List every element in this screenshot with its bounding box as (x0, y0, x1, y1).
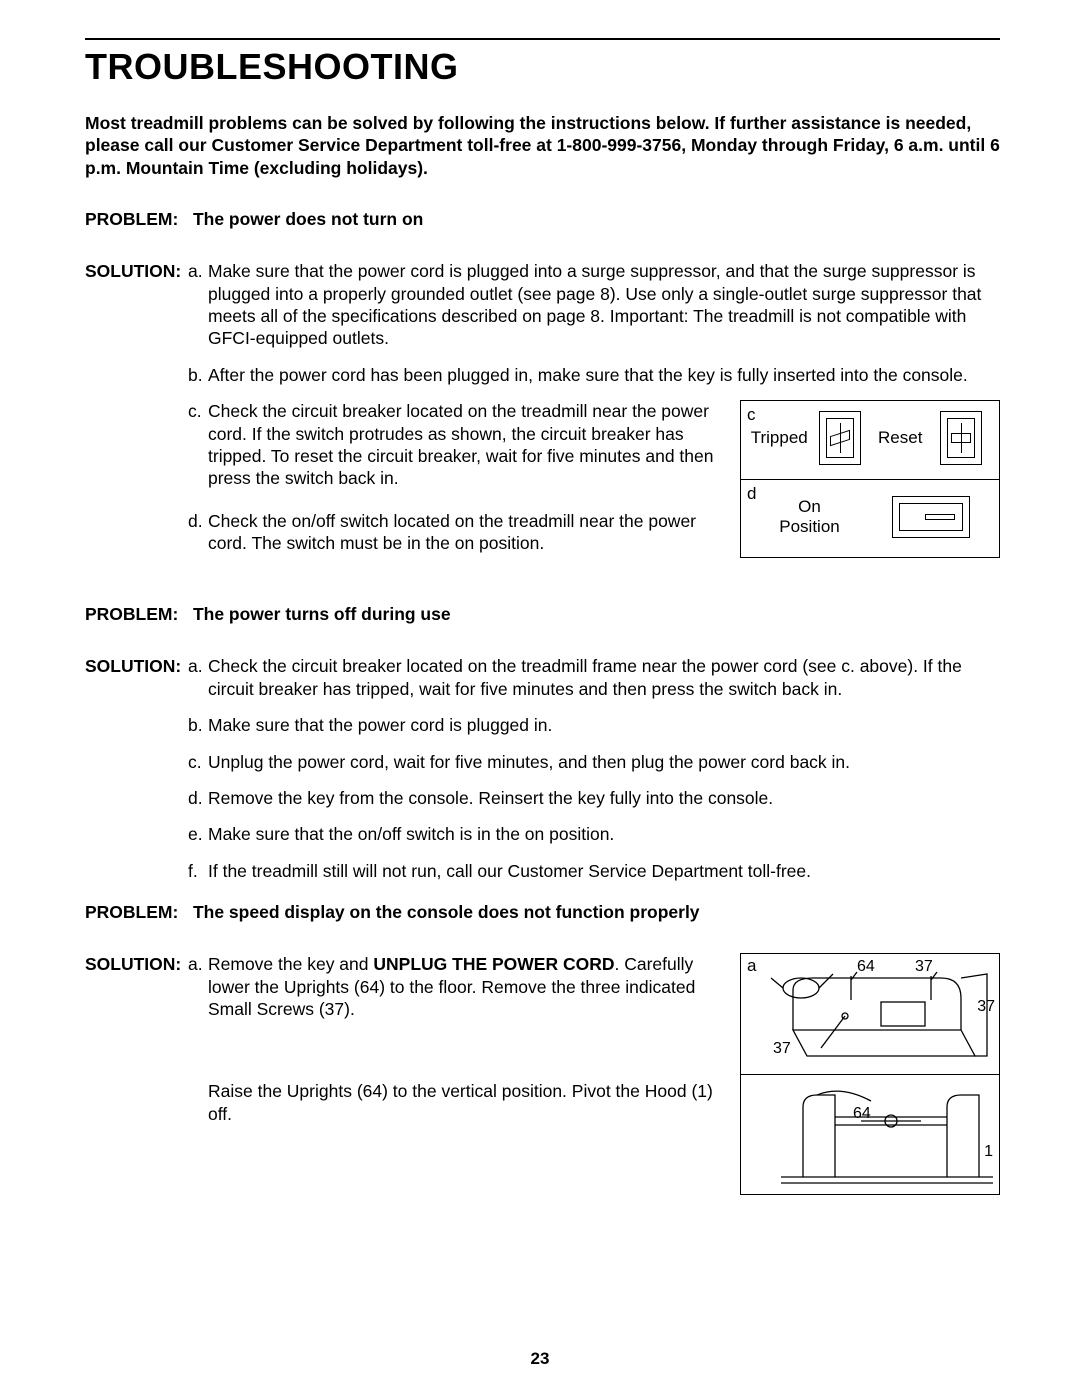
solution-1cd-with-diagram: c. Check the circuit breaker located on … (85, 400, 1000, 568)
item-letter: a. (188, 953, 208, 1020)
solution-label: SOLUTION: (85, 260, 188, 350)
solution-1a: SOLUTION: a. Make sure that the power co… (85, 260, 1000, 350)
tripped-label: Tripped (751, 428, 808, 448)
problem-label: PROBLEM: (85, 902, 178, 922)
solution-3a2-text: Raise the Uprights (64) to the vertical … (208, 1080, 720, 1125)
item-letter: a. (188, 260, 208, 350)
intro-paragraph: Most treadmill problems can be solved by… (85, 112, 1000, 179)
solution-2b: b. Make sure that the power cord is plug… (85, 714, 1000, 736)
top-rule (85, 38, 1000, 40)
solution-2c-text: Unplug the power cord, wait for five min… (208, 751, 1000, 773)
page-title: TROUBLESHOOTING (85, 46, 1000, 88)
problem-label: PROBLEM: (85, 604, 178, 624)
solution-3a-text: Remove the key and UNPLUG THE POWER CORD… (208, 953, 720, 1020)
treadmill-top-illustration (761, 960, 993, 1068)
on-position-label: On Position (779, 497, 839, 536)
problem-1-heading: PROBLEM: The power does not turn on (85, 209, 1000, 230)
solution-2a-text: Check the circuit breaker located on the… (208, 655, 1000, 700)
problem-2-heading: PROBLEM: The power turns off during use (85, 604, 1000, 625)
onoff-switch-icon (892, 496, 970, 538)
diagram-tag-c: c (747, 405, 756, 425)
s3a-bold: UNPLUG THE POWER CORD (373, 954, 614, 974)
reset-label: Reset (878, 428, 922, 448)
reset-switch-icon (940, 411, 982, 465)
label-64-bottom: 64 (853, 1105, 871, 1123)
solution-1c-text: Check the circuit breaker located on the… (208, 400, 720, 490)
label-1-bottom: 1 (984, 1143, 993, 1161)
item-letter: a. (188, 655, 208, 700)
solution-2e-text: Make sure that the on/off switch is in t… (208, 823, 1000, 845)
on-label-l2: Position (779, 517, 839, 536)
solution-2f-text: If the treadmill still will not run, cal… (208, 860, 1000, 882)
solution-3a: SOLUTION: a. Remove the key and UNPLUG T… (85, 953, 720, 1020)
solution-1c: c. Check the circuit breaker located on … (85, 400, 720, 490)
tripped-switch-icon (819, 411, 861, 465)
item-letter: c. (188, 751, 208, 773)
problem-2-title: The power turns off during use (193, 604, 451, 624)
problem-label: PROBLEM: (85, 209, 178, 229)
on-label-l1: On (798, 497, 821, 516)
page-number: 23 (0, 1349, 1080, 1369)
document-page: TROUBLESHOOTING Most treadmill problems … (0, 0, 1080, 1397)
s3a-prefix: Remove the key and (208, 954, 373, 974)
solution-2b-text: Make sure that the power cord is plugged… (208, 714, 1000, 736)
solution-label: SOLUTION: (85, 953, 188, 1020)
problem-3-title: The speed display on the console does no… (193, 902, 700, 922)
label-37-left: 37 (773, 1040, 791, 1058)
item-letter: f. (188, 860, 208, 882)
solution-2c: c. Unplug the power cord, wait for five … (85, 751, 1000, 773)
solution-2d: d. Remove the key from the console. Rein… (85, 787, 1000, 809)
solution-2a: SOLUTION: a. Check the circuit breaker l… (85, 655, 1000, 700)
label-37-top: 37 (915, 958, 933, 976)
treadmill-side-illustration (761, 1081, 993, 1189)
solution-3a2: Raise the Uprights (64) to the vertical … (85, 1080, 720, 1125)
item-letter: d. (188, 787, 208, 809)
item-letter: c. (188, 400, 208, 490)
solution-1d: d. Check the on/off switch located on th… (85, 510, 720, 555)
problem-1-title: The power does not turn on (193, 209, 423, 229)
label-37-right: 37 (977, 998, 995, 1016)
item-letter: d. (188, 510, 208, 555)
solution-label: SOLUTION: (85, 655, 188, 700)
solution-1d-text: Check the on/off switch located on the t… (208, 510, 720, 555)
solution-1b-text: After the power cord has been plugged in… (208, 364, 1000, 386)
item-letter: b. (188, 364, 208, 386)
item-letter: e. (188, 823, 208, 845)
solution-2f: f. If the treadmill still will not run, … (85, 860, 1000, 882)
problem-3-heading: PROBLEM: The speed display on the consol… (85, 902, 1000, 923)
diagram-tag-a: a (747, 956, 756, 976)
solution-3a-with-diagram: SOLUTION: a. Remove the key and UNPLUG T… (85, 953, 1000, 1195)
treadmill-diagram: a (740, 953, 1000, 1195)
diagram-tag-d: d (747, 484, 756, 504)
item-letter: b. (188, 714, 208, 736)
solution-2d-text: Remove the key from the console. Reinser… (208, 787, 1000, 809)
solution-1b: b. After the power cord has been plugged… (85, 364, 1000, 386)
label-64-top: 64 (857, 958, 875, 976)
circuit-breaker-diagram: c Tripped Reset d On Position (740, 400, 1000, 558)
solution-2e: e. Make sure that the on/off switch is i… (85, 823, 1000, 845)
solution-1a-text: Make sure that the power cord is plugged… (208, 260, 1000, 350)
